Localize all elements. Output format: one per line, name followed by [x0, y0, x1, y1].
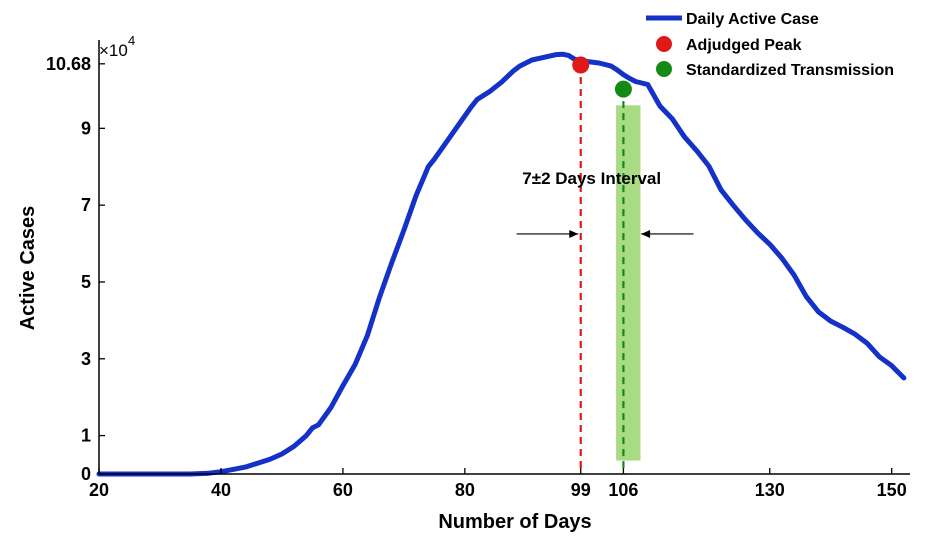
x-tick-label-3: 80 [455, 480, 475, 500]
x-axis-label: Number of Days [438, 511, 591, 533]
series-line-0 [96, 51, 907, 477]
y-exponent-base: ×10 [99, 41, 128, 60]
arrow-head-0 [569, 229, 579, 238]
y-tick-label-6: 10.68 [46, 54, 91, 74]
legend-label-adjudged-peak: Adjudged Peak [686, 37, 802, 54]
x-tick-label-1: 40 [211, 480, 231, 500]
x-tick-label-5: 106 [608, 480, 638, 500]
x-ticks: 20 40 60 80 99 106 130 150 [89, 468, 907, 500]
y-tick-label-4: 7 [81, 195, 91, 215]
plot-area: 7±2 Days Interval [96, 51, 907, 477]
legend-item-standardized-transmission: Standardized Transmission [656, 61, 894, 79]
y-tick-label-3: 5 [81, 272, 91, 292]
legend: Daily Active Case Adjudged Peak Standard… [646, 11, 894, 79]
arrow-head-1 [641, 229, 651, 238]
x-tick-label-6: 130 [755, 480, 785, 500]
interval-annotation: 7±2 Days Interval [522, 169, 661, 188]
y-tick-label-1: 1 [81, 426, 91, 446]
legend-label-standardized-transmission: Standardized Transmission [686, 62, 894, 79]
x-tick-label-2: 60 [333, 480, 353, 500]
y-axis-label: Active Cases [17, 206, 39, 331]
y-exponent-power: 4 [128, 33, 135, 48]
legend-item-daily-active-case: Daily Active Case [646, 11, 819, 28]
axes [98, 40, 910, 475]
legend-label-daily-active-case: Daily Active Case [686, 11, 819, 28]
legend-green-dot-icon [656, 61, 672, 77]
y-tick-label-2: 3 [81, 349, 91, 369]
standardized-transmission-point [614, 80, 632, 98]
y-tick-label-0: 0 [81, 464, 91, 484]
x-tick-label-4: 99 [571, 480, 591, 500]
legend-red-dot-icon [656, 36, 672, 52]
y-ticks: 0 1 3 5 7 9 10.68 [46, 54, 105, 484]
y-tick-label-5: 9 [81, 118, 91, 138]
y-exponent-label: ×10 4 [99, 33, 135, 60]
adjudged-peak-point [572, 56, 590, 74]
legend-item-adjudged-peak: Adjudged Peak [656, 36, 802, 54]
interval-band [616, 105, 641, 461]
x-tick-label-7: 150 [877, 480, 907, 500]
x-tick-label-0: 20 [89, 480, 109, 500]
